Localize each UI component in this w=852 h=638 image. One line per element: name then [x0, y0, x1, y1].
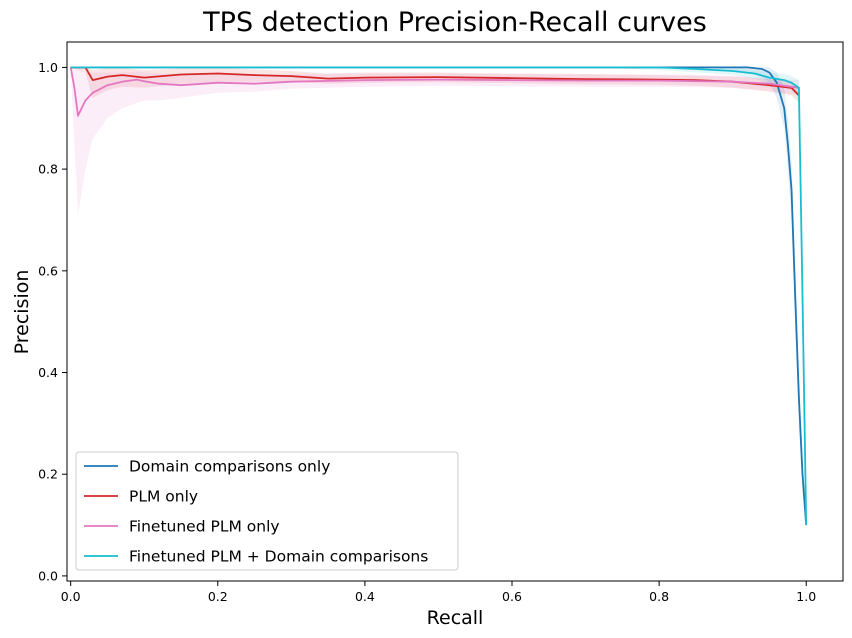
- y-axis-label: Precision: [11, 270, 33, 355]
- legend-label-1: Domain comparisons only: [129, 458, 330, 476]
- legend-box: [75, 451, 459, 571]
- y-tick-label: 1.0: [38, 60, 58, 75]
- x-tick-label: 0.2: [208, 589, 228, 604]
- x-tick-label: 0.0: [61, 589, 81, 604]
- y-tick-label: 0.8: [38, 162, 58, 177]
- legend-label-3: Finetuned PLM only: [129, 518, 280, 536]
- plot-area-frame: [66, 41, 844, 582]
- legend-label-4: Finetuned PLM + Domain comparisons: [129, 548, 428, 566]
- x-axis-ticks: 0.0 0.2 0.4 0.6 0.8 1.0: [61, 581, 816, 604]
- y-tick-label: 0.2: [38, 467, 58, 482]
- x-tick-label: 0.8: [649, 589, 669, 604]
- series-line-3: [69, 67, 800, 117]
- y-tick-label: 0.0: [38, 568, 58, 583]
- legend-label-2: PLM only: [129, 488, 198, 506]
- series-line-4: [70, 66, 808, 526]
- series-lines: [69, 66, 808, 526]
- x-tick-label: 0.6: [502, 589, 522, 604]
- legend: Domain comparisons only PLM only Finetuned…: [75, 451, 459, 571]
- x-axis-label: Recall: [427, 607, 484, 629]
- x-tick-label: 0.4: [355, 589, 375, 604]
- y-axis-ticks: 0.0 0.2 0.4 0.6 0.8 1.0: [38, 60, 67, 583]
- confidence-band-2: [70, 67, 799, 103]
- y-tick-label: 0.6: [38, 263, 58, 278]
- chart-title: TPS detection Precision-Recall curves: [202, 7, 707, 38]
- x-tick-label: 1.0: [796, 589, 816, 604]
- y-tick-label: 0.4: [38, 365, 58, 380]
